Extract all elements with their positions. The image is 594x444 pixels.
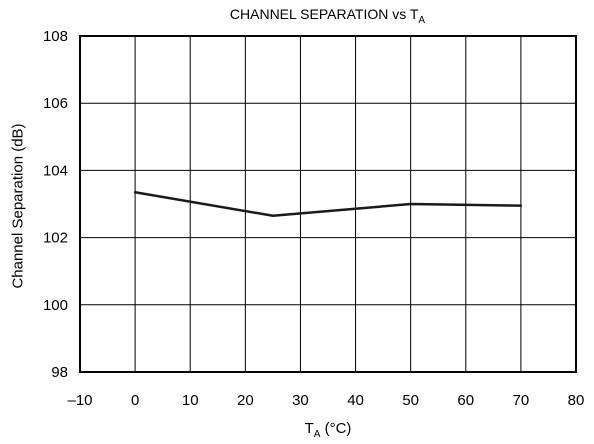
x-tick-label: 50 bbox=[402, 392, 419, 409]
x-axis-label-main: T bbox=[304, 420, 314, 437]
series-line bbox=[133, 190, 523, 218]
y-tick-label: 108 bbox=[43, 28, 68, 45]
plot-frame bbox=[79, 35, 577, 373]
y-axis-label-text: Channel Separation (dB) bbox=[9, 123, 27, 289]
x-tick-label: 60 bbox=[457, 392, 474, 409]
x-tick-label: 40 bbox=[347, 392, 364, 409]
x-axis-label-subscript: A bbox=[313, 429, 321, 440]
x-tick-label: 80 bbox=[568, 392, 585, 409]
chart-title-text: CHANNEL SEPARATION vs T bbox=[229, 6, 419, 22]
x-tick-label: 70 bbox=[513, 392, 530, 409]
x-tick-label: 20 bbox=[237, 392, 254, 409]
x-tick-label: 10 bbox=[182, 392, 199, 409]
chart-title: CHANNEL SEPARATION vs TA bbox=[0, 6, 594, 26]
y-tick-label: 106 bbox=[43, 95, 68, 112]
y-tick-label: 104 bbox=[43, 162, 68, 179]
y-tick-label: 100 bbox=[43, 297, 68, 314]
x-axis-label-unit: (°C) bbox=[320, 420, 352, 437]
x-axis-label: TA (°C) bbox=[80, 420, 576, 440]
y-tick-label: 98 bbox=[51, 364, 68, 381]
x-tick-label: 30 bbox=[292, 392, 309, 409]
x-tick-label: 0 bbox=[131, 392, 139, 409]
y-tick-label: 102 bbox=[43, 230, 68, 247]
x-tick-label: –10 bbox=[67, 392, 92, 409]
chart-title-subscript: A bbox=[418, 15, 426, 26]
